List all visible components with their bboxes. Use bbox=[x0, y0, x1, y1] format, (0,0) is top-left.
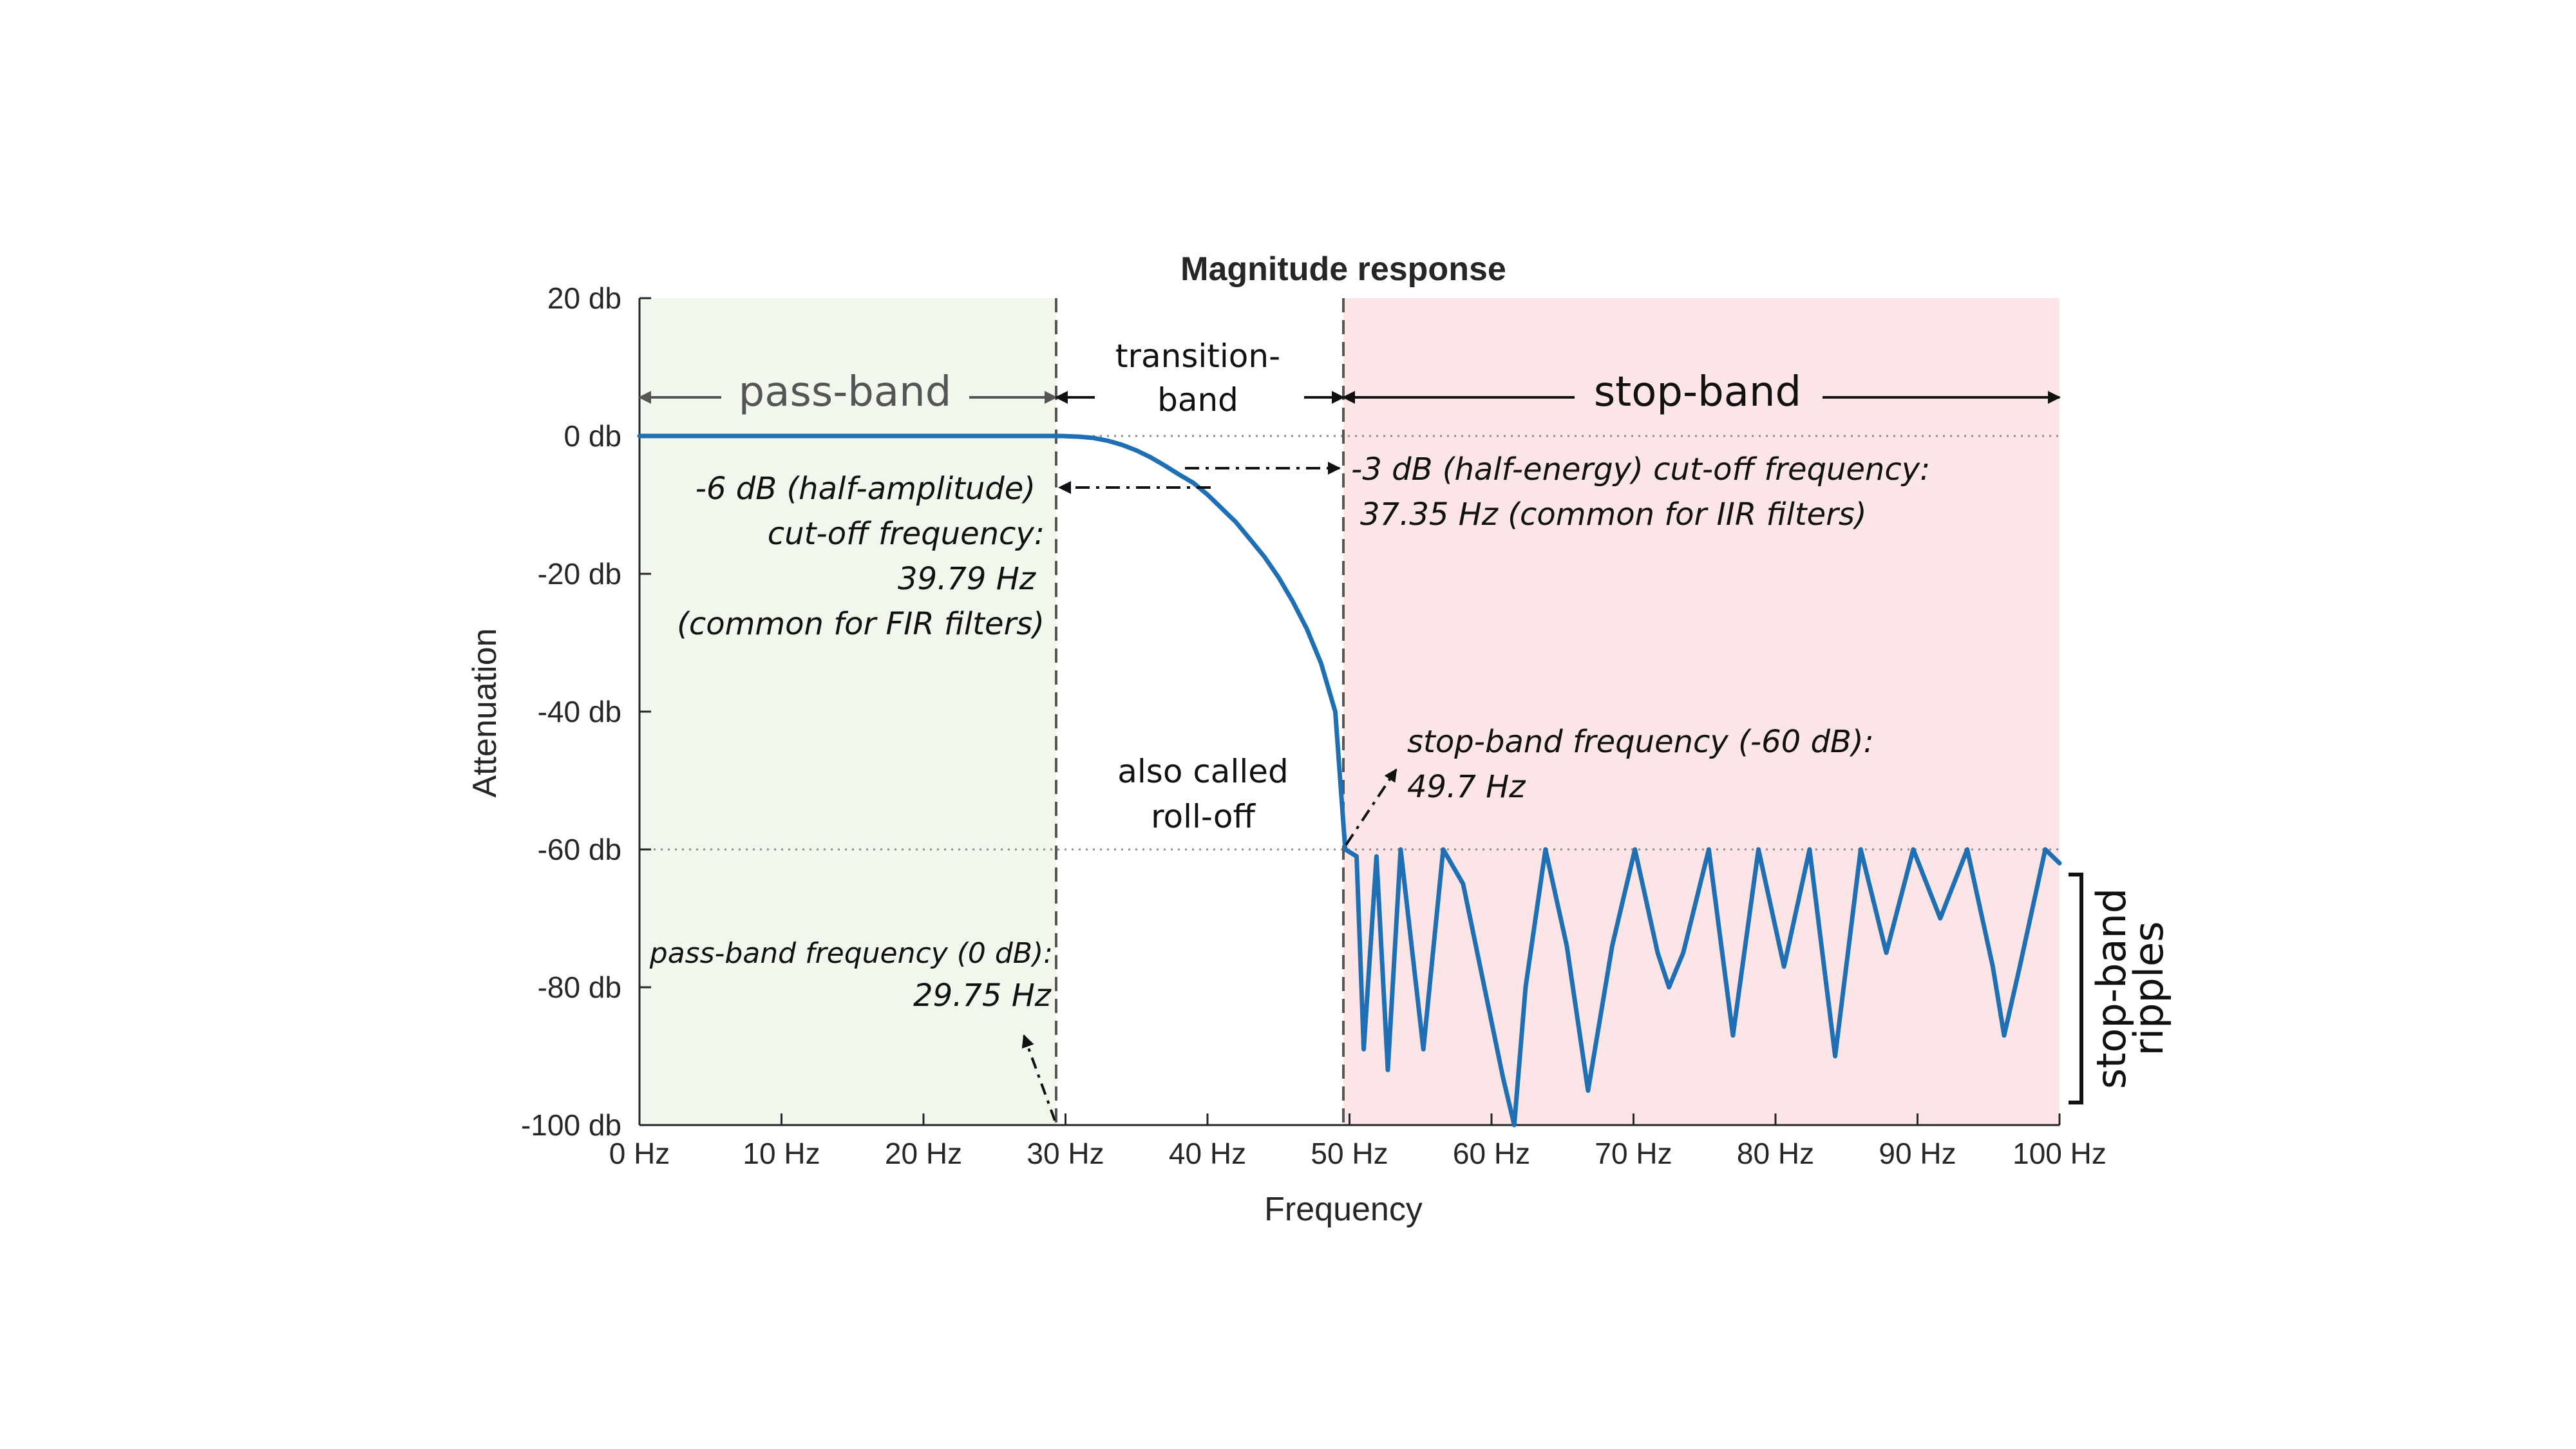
stopfreq-text-line1: stop-band frequency (-60 dB): bbox=[1407, 724, 1874, 760]
passband-label: pass-band bbox=[739, 368, 952, 416]
passfreq-text-line1: pass-band frequency (0 dB): bbox=[649, 937, 1053, 970]
y-tick-label: -60 db bbox=[538, 833, 621, 866]
x-tick-label: 60 Hz bbox=[1453, 1137, 1530, 1170]
stopband-region bbox=[1343, 298, 2060, 1125]
minus3-text-line2: 37.35 Hz (common for IIR filters) bbox=[1360, 497, 1867, 533]
x-tick-label: 90 Hz bbox=[1879, 1137, 1956, 1170]
ripples-text-line2: ripples bbox=[2125, 921, 2172, 1056]
passfreq-text-line2: 29.75 Hz bbox=[913, 978, 1052, 1014]
x-tick-label: 20 Hz bbox=[885, 1137, 962, 1170]
minus6-text-line1: -6 dB (half-amplitude) bbox=[696, 471, 1036, 507]
y-tick-label: -20 db bbox=[538, 557, 621, 591]
transition-label-line2: band bbox=[1157, 381, 1238, 419]
minus6-text-line3: 39.79 Hz bbox=[898, 561, 1037, 597]
x-tick-label: 0 Hz bbox=[609, 1137, 670, 1170]
minus6-text-line2: cut-off frequency: bbox=[768, 516, 1045, 552]
x-tick-label: 30 Hz bbox=[1027, 1137, 1104, 1170]
y-axis-label: Attenuation bbox=[466, 628, 504, 797]
x-tick-label: 10 Hz bbox=[743, 1137, 820, 1170]
y-ticks: 20 db 0 db -20 db -40 db -60 db -80 db -100 db bbox=[521, 281, 651, 1142]
chart-title: Magnitude response bbox=[1180, 251, 1506, 288]
x-tick-label: 40 Hz bbox=[1169, 1137, 1246, 1170]
y-tick-label: -40 db bbox=[538, 695, 621, 728]
passfreq-arrow bbox=[1021, 1034, 1056, 1121]
y-tick-label: 20 db bbox=[547, 281, 621, 315]
x-tick-label: 70 Hz bbox=[1595, 1137, 1672, 1170]
rolloff-text-line2: roll-off bbox=[1151, 798, 1256, 835]
minus3-text-line1: -3 dB (half-energy) cut-off frequency: bbox=[1351, 451, 1930, 488]
x-tick-label: 80 Hz bbox=[1737, 1137, 1814, 1170]
y-tick-label: -80 db bbox=[538, 971, 621, 1004]
x-axis-label: Frequency bbox=[1264, 1191, 1423, 1228]
stopband-label: stop-band bbox=[1594, 368, 1801, 416]
ripples-bracket bbox=[2069, 873, 2083, 1104]
transition-label-line1: transition- bbox=[1115, 337, 1280, 375]
x-tick-label: 50 Hz bbox=[1311, 1137, 1388, 1170]
minus6-text-line4: (common for FIR filters) bbox=[677, 606, 1045, 642]
x-ticks: 0 Hz 10 Hz 20 Hz 30 Hz 40 Hz 50 Hz 60 Hz 70 Hz 8… bbox=[609, 1113, 2107, 1170]
ripples-text-line1: stop-band bbox=[2088, 888, 2135, 1089]
y-tick-label: 0 db bbox=[564, 419, 621, 453]
y-tick-label: -100 db bbox=[521, 1108, 621, 1142]
rolloff-text-line1: also called bbox=[1117, 753, 1288, 790]
magnitude-response-curve bbox=[637, 433, 2062, 1128]
x-tick-label: 100 Hz bbox=[2012, 1137, 2107, 1170]
stopfreq-text-line2: 49.7 Hz bbox=[1407, 769, 1526, 805]
